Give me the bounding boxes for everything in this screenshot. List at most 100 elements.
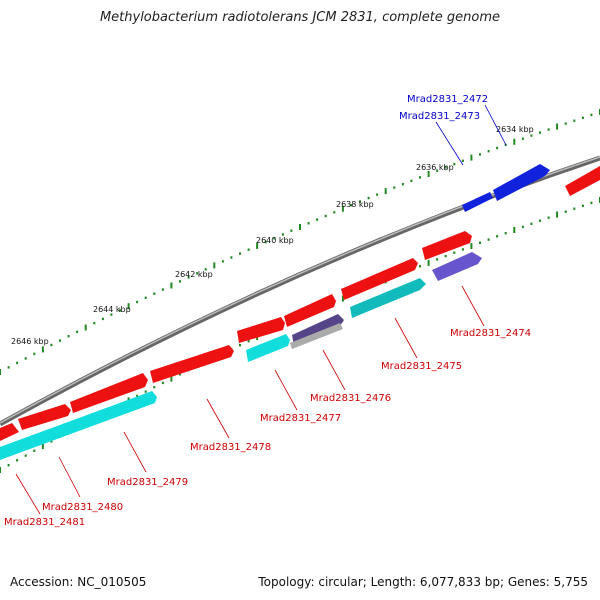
minor-tick <box>487 238 490 241</box>
minor-tick <box>179 373 181 376</box>
major-tick <box>213 262 216 269</box>
minor-tick <box>461 248 464 251</box>
gene-feature <box>341 258 418 300</box>
minor-tick <box>504 232 507 235</box>
gene-label: Mrad2831_2473 <box>399 111 480 122</box>
minor-tick <box>239 252 241 255</box>
minor-tick <box>496 235 499 238</box>
minor-tick <box>33 449 36 452</box>
minor-tick <box>24 454 27 457</box>
minor-tick <box>376 193 379 196</box>
minor-tick <box>67 335 70 338</box>
minor-tick <box>333 211 336 214</box>
minor-tick <box>539 219 541 222</box>
reverse-strand-features <box>0 252 482 460</box>
leader-line <box>58 456 81 498</box>
kbp-label: 2644 kbp <box>93 305 131 314</box>
minor-tick <box>530 222 533 225</box>
map-title: Methylobacterium radiotolerans JCM 2831,… <box>99 10 501 25</box>
leader-line <box>484 104 507 146</box>
minor-tick <box>7 464 10 467</box>
minor-tick <box>479 153 481 156</box>
minor-tick <box>419 176 421 179</box>
gene-feature <box>150 345 234 383</box>
minor-tick <box>350 204 353 207</box>
gene-label: Mrad2831_2476 <box>310 393 391 404</box>
minor-tick <box>247 340 250 343</box>
leader-line <box>394 317 418 359</box>
minor-tick <box>436 169 439 172</box>
gene-label: Mrad2831_2477 <box>260 413 341 424</box>
major-tick <box>470 154 473 161</box>
minor-tick <box>444 166 447 169</box>
gene-feature <box>422 231 472 260</box>
major-tick <box>0 369 1 375</box>
minor-tick <box>581 204 584 207</box>
minor-tick <box>419 265 421 268</box>
minor-tick <box>461 159 464 162</box>
minor-tick <box>367 196 370 200</box>
minor-tick <box>521 225 524 229</box>
leader-line <box>123 431 147 473</box>
minor-tick <box>307 222 310 225</box>
major-tick <box>341 295 344 302</box>
gene-feature <box>0 391 157 460</box>
minor-tick <box>564 122 567 125</box>
gene-feature <box>565 166 600 196</box>
minor-tick <box>573 207 576 210</box>
minor-tick <box>16 361 19 365</box>
minor-tick <box>239 344 241 347</box>
major-tick <box>41 346 44 353</box>
minor-tick <box>119 309 121 312</box>
minor-tick <box>539 131 541 134</box>
major-tick <box>170 282 173 289</box>
kbp-label: 2646 kbp <box>11 337 49 346</box>
minor-tick <box>179 280 181 283</box>
minor-tick <box>247 248 250 251</box>
minor-tick <box>453 162 456 166</box>
leader-line <box>15 473 41 515</box>
gene-label: Mrad2831_2480 <box>42 502 123 513</box>
gene-feature <box>0 423 19 441</box>
minor-tick <box>161 381 164 385</box>
minor-tick <box>196 272 199 275</box>
minor-tick <box>487 150 490 153</box>
major-tick <box>556 123 559 130</box>
gene-feature <box>493 164 550 201</box>
minor-tick <box>16 459 19 462</box>
gene-feature <box>237 317 285 343</box>
minor-tick <box>161 288 164 291</box>
minor-tick <box>359 200 361 203</box>
minor-tick <box>204 268 207 271</box>
major-tick <box>556 211 559 218</box>
kbp-label: 2642 kbp <box>175 270 213 279</box>
gene-feature <box>350 278 426 318</box>
major-tick <box>384 188 387 195</box>
major-tick <box>127 303 130 310</box>
minor-tick <box>547 216 550 219</box>
outer-tick-row <box>0 109 600 375</box>
gene-label: Mrad2831_2472 <box>407 94 488 105</box>
minor-tick <box>50 343 53 347</box>
leader-line <box>461 285 485 327</box>
minor-tick <box>273 237 276 240</box>
minor-tick <box>136 300 139 304</box>
minor-tick <box>324 214 327 218</box>
minor-tick <box>7 366 10 369</box>
minor-tick <box>144 390 147 393</box>
gene-label: Mrad2831_2478 <box>190 442 271 453</box>
gene-feature <box>246 334 290 362</box>
gene-labels: Mrad2831_2472 Mrad2831_2473 Mrad2831_247… <box>4 94 531 528</box>
minor-tick <box>479 241 481 244</box>
minor-tick <box>153 292 156 295</box>
major-tick <box>170 375 173 382</box>
major-tick <box>256 242 259 249</box>
major-tick <box>0 467 1 473</box>
accession-text: Accession: NC_010505 <box>10 575 147 589</box>
minor-tick <box>144 296 147 299</box>
leader-line <box>206 398 230 439</box>
minor-tick <box>436 258 439 261</box>
minor-tick <box>316 218 319 221</box>
minor-tick <box>290 229 293 232</box>
